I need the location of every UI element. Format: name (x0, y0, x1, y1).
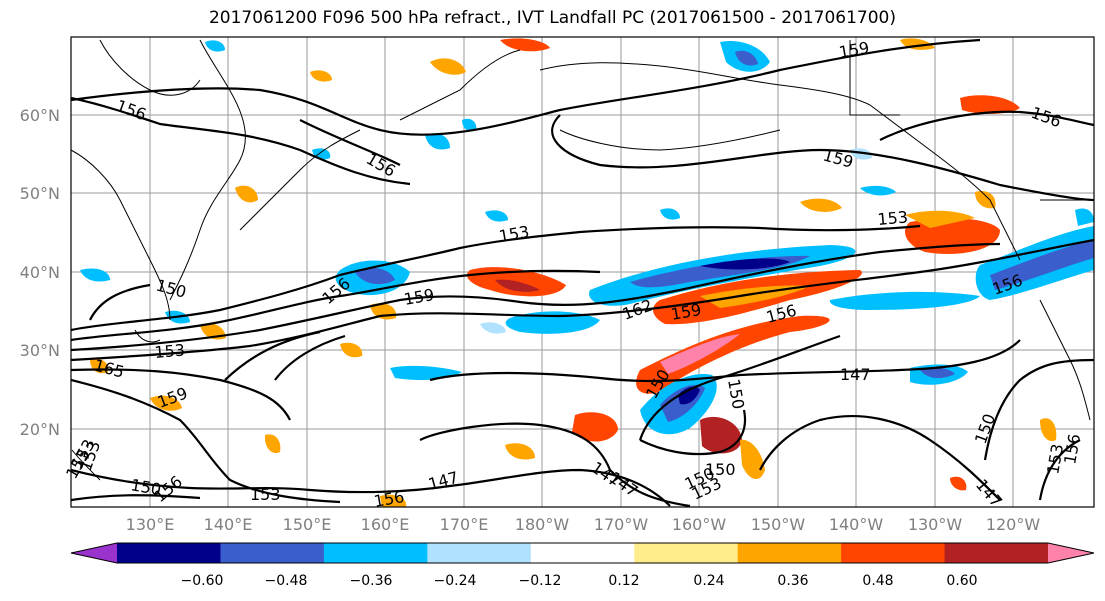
colorbar-tick-label: −0.48 (265, 573, 308, 589)
colorbar-swatch (841, 543, 946, 563)
colorbar-tick-label: 0.24 (693, 573, 724, 589)
lat-label: 50°N (20, 184, 60, 203)
lon-label: 160°W (672, 515, 727, 534)
colorbar-tick-label: −0.12 (519, 573, 562, 589)
lon-label: 180°W (515, 515, 570, 534)
lon-label: 150°E (283, 515, 332, 534)
lon-label: 150°W (751, 515, 806, 534)
colorbar-tick-label: 0.36 (777, 573, 808, 589)
lat-label: 60°N (20, 106, 60, 125)
lon-label: 120°W (986, 515, 1041, 534)
colorbar-tick-label: 0.12 (608, 573, 639, 589)
colorbar-swatch (427, 543, 532, 563)
colorbar-swatch (530, 543, 635, 563)
colorbar-tick-label: 0.60 (946, 573, 977, 589)
shading-positive (90, 38, 1057, 507)
colorbar-swatch (220, 543, 325, 563)
map-frame (70, 36, 1095, 508)
colorbar-swatch (944, 543, 1049, 563)
contour-label: 153 (250, 485, 281, 504)
colorbar-swatch (737, 543, 842, 563)
colorbar-swatch (634, 543, 739, 563)
colorbar-outline (70, 542, 1095, 564)
coastlines (71, 39, 1094, 481)
lon-label: 130°W (908, 515, 963, 534)
contour-label: 153 (877, 207, 909, 229)
colorbar-swatch (117, 543, 221, 563)
lat-label: 20°N (20, 420, 60, 439)
contour-label: 147 (840, 365, 871, 384)
contour-labels: 159 156 156 159 153 153 150 156 159 162 … (62, 38, 1084, 511)
lat-label: 30°N (20, 341, 60, 360)
colorbar-extend-high (1048, 543, 1094, 563)
lon-label: 130°E (126, 515, 175, 534)
lon-label: 170°W (594, 515, 649, 534)
colorbar-extend-low (71, 543, 117, 563)
contour-lines (71, 38, 1094, 507)
longitude-labels: 130°E 140°E 150°E 160°E 170°E 180°W 170°… (126, 515, 1041, 534)
latitude-labels: 60°N 50°N 40°N 30°N 20°N (20, 106, 60, 439)
gridlines (71, 37, 1094, 507)
colorbar-tick-labels: −0.60 −0.48 −0.36 −0.24 −0.12 0.12 0.24 … (181, 573, 978, 589)
map-title: 2017061200 F096 500 hPa refract., IVT La… (208, 8, 896, 28)
colorbar (70, 542, 1095, 564)
colorbar-swatch (323, 543, 428, 563)
contour-label: 150 (705, 460, 736, 479)
lon-label: 140°W (829, 515, 884, 534)
contour-label: 153 (154, 340, 186, 362)
colorbar-tick-label: 0.48 (862, 573, 893, 589)
colorbar-tick-label: −0.24 (434, 573, 477, 589)
lon-label: 140°E (204, 515, 253, 534)
shading-negative (80, 40, 1094, 435)
lon-label: 160°E (361, 515, 410, 534)
lon-label: 170°E (440, 515, 489, 534)
lat-label: 40°N (20, 263, 60, 282)
colorbar-tick-label: −0.36 (350, 573, 393, 589)
colorbar-tick-label: −0.60 (181, 573, 224, 589)
